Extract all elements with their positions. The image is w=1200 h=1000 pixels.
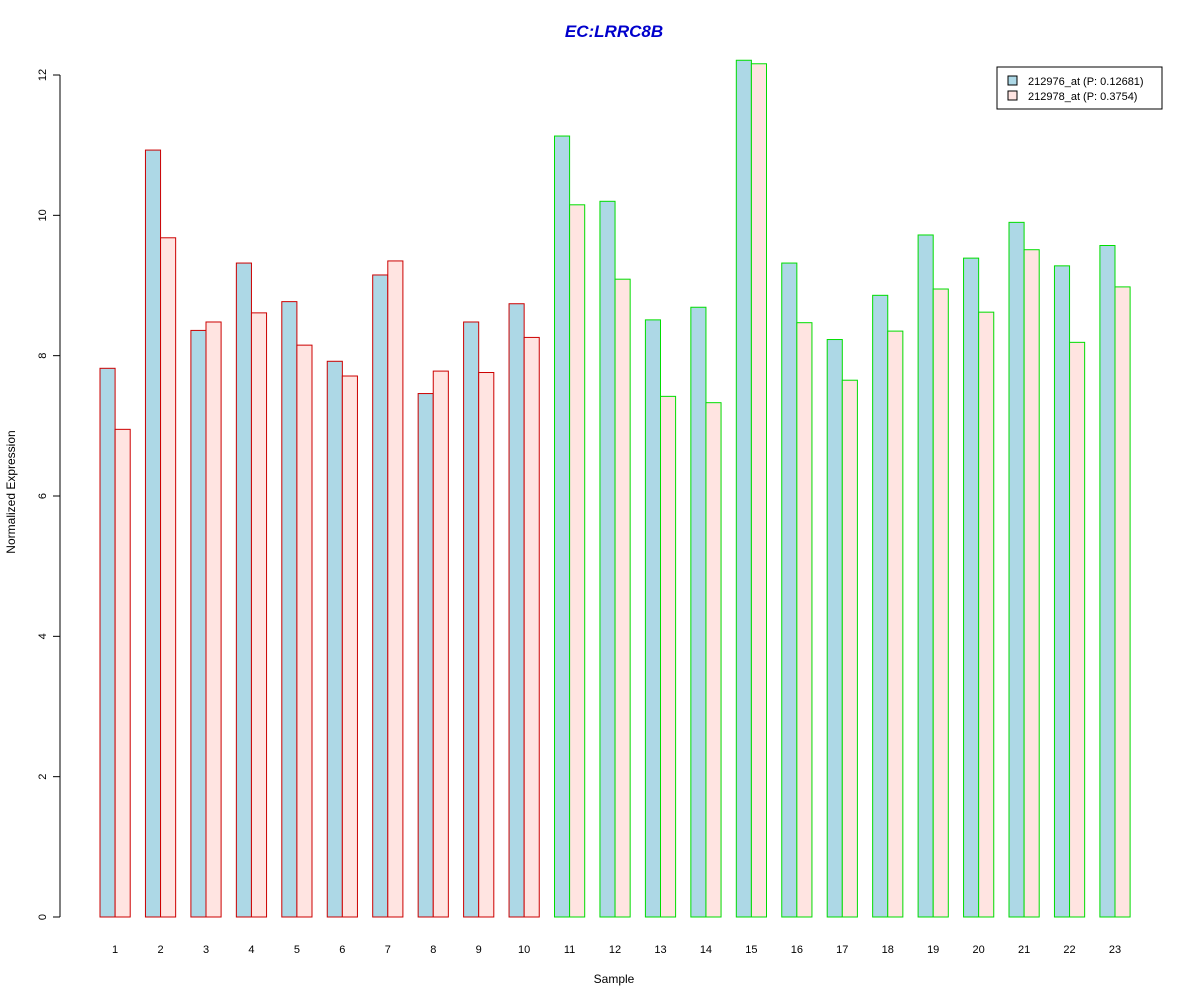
x-tick-label: 2 — [157, 944, 163, 956]
x-tick-label: 4 — [248, 944, 254, 956]
bar-sample-10-series-1 — [508, 303, 525, 918]
bar-sample-5-series-2 — [296, 344, 313, 918]
legend-label-212978: 212978_at (P: 0.3754) — [1028, 91, 1137, 103]
x-tick-label: 13 — [654, 944, 666, 956]
chart-title: EC:LRRC8B — [565, 22, 663, 41]
bar-sample-9-series-1 — [463, 321, 480, 918]
x-tick-label: 21 — [1018, 944, 1030, 956]
legend: 212976_at (P: 0.12681) 212978_at (P: 0.3… — [996, 66, 1163, 110]
bar-sample-16-series-1 — [781, 262, 798, 918]
bar-sample-16-series-2 — [796, 322, 813, 918]
bar-sample-15-series-2 — [750, 63, 768, 918]
bar-sample-3-series-2 — [205, 321, 222, 918]
y-axis-title: Normalized Expression — [4, 430, 18, 553]
bar-sample-14-series-2 — [705, 402, 722, 918]
bar-sample-8-series-2 — [432, 370, 449, 918]
x-tick-label: 12 — [609, 944, 621, 956]
bar-sample-12-series-1 — [599, 200, 616, 918]
x-axis: 1 2 3 4 5 6 7 8 9 10 11 12 13 14 15 16 17 18 19 20 21 22 23 — [112, 944, 1121, 956]
bar-sample-19-series-2 — [932, 288, 949, 918]
bar-sample-22-series-2 — [1069, 341, 1086, 918]
bar-sample-17-series-2 — [841, 379, 858, 918]
x-tick-label: 14 — [700, 944, 712, 956]
bar-sample-15-series-1 — [735, 59, 752, 918]
bar-sample-22-series-1 — [1053, 265, 1071, 918]
legend-box — [996, 66, 1163, 110]
x-tick-label: 9 — [476, 944, 482, 956]
y-tick-label: 4 — [37, 633, 49, 639]
bar-sample-14-series-1 — [690, 306, 707, 918]
y-tick-label: 10 — [37, 209, 49, 221]
bar-sample-2-series-2 — [160, 237, 177, 918]
bar-sample-8-series-1 — [417, 393, 434, 918]
legend-swatch-212976 — [1007, 75, 1018, 86]
x-tick-label: 22 — [1063, 944, 1075, 956]
bar-sample-23-series-1 — [1099, 245, 1116, 918]
y-tick-label: 8 — [37, 353, 49, 359]
bar-sample-7-series-2 — [387, 260, 404, 918]
bar-sample-1-series-2 — [114, 428, 131, 918]
x-tick-label: 19 — [927, 944, 939, 956]
x-tick-label: 5 — [294, 944, 300, 956]
bar-sample-20-series-2 — [978, 311, 995, 918]
y-axis: 0 2 4 6 8 10 12 — [37, 69, 61, 920]
y-tick-label: 0 — [37, 914, 49, 920]
bar-sample-3-series-1 — [190, 329, 207, 918]
bar-sample-6-series-2 — [341, 375, 358, 918]
bar-sample-2-series-1 — [144, 149, 162, 918]
bar-sample-21-series-1 — [1008, 221, 1025, 918]
x-axis-title: Sample — [594, 972, 635, 986]
bar-sample-23-series-2 — [1114, 286, 1131, 918]
y-tick-label: 2 — [37, 774, 49, 780]
bar-sample-19-series-1 — [917, 234, 934, 918]
bar-sample-11-series-2 — [569, 204, 586, 918]
bar-sample-4-series-1 — [235, 262, 252, 918]
x-tick-label: 15 — [745, 944, 757, 956]
x-tick-label: 16 — [791, 944, 803, 956]
bar-sample-18-series-2 — [887, 330, 904, 918]
bar-sample-9-series-2 — [478, 372, 495, 918]
x-tick-label: 10 — [518, 944, 530, 956]
bar-sample-13-series-1 — [644, 319, 662, 918]
x-tick-label: 6 — [339, 944, 345, 956]
legend-swatch-212978 — [1007, 90, 1018, 101]
bar-sample-6-series-1 — [326, 360, 343, 918]
x-tick-label: 17 — [836, 944, 848, 956]
x-tick-label: 8 — [430, 944, 436, 956]
x-tick-label: 18 — [882, 944, 894, 956]
bar-sample-12-series-2 — [614, 278, 631, 918]
bar-sample-17-series-1 — [826, 339, 843, 918]
bar-sample-5-series-1 — [281, 301, 298, 918]
x-tick-label: 23 — [1109, 944, 1121, 956]
x-tick-label: 7 — [385, 944, 391, 956]
bar-sample-11-series-1 — [554, 135, 571, 918]
bar-sample-1-series-1 — [99, 367, 116, 918]
x-tick-label: 11 — [564, 944, 575, 956]
x-tick-label: 1 — [112, 944, 118, 956]
bar-sample-4-series-2 — [250, 312, 268, 918]
bar-sample-20-series-1 — [963, 257, 980, 918]
y-tick-label: 12 — [37, 69, 49, 81]
bars-group — [99, 59, 1131, 918]
y-tick-label: 6 — [37, 493, 49, 499]
legend-label-212976: 212976_at (P: 0.12681) — [1028, 76, 1144, 88]
bar-sample-18-series-1 — [872, 294, 889, 918]
x-tick-label: 20 — [973, 944, 985, 956]
bar-sample-10-series-2 — [523, 336, 540, 918]
bar-sample-7-series-1 — [372, 274, 389, 918]
x-tick-label: 3 — [203, 944, 209, 956]
bar-sample-13-series-2 — [660, 395, 677, 918]
bar-sample-21-series-2 — [1023, 249, 1040, 918]
